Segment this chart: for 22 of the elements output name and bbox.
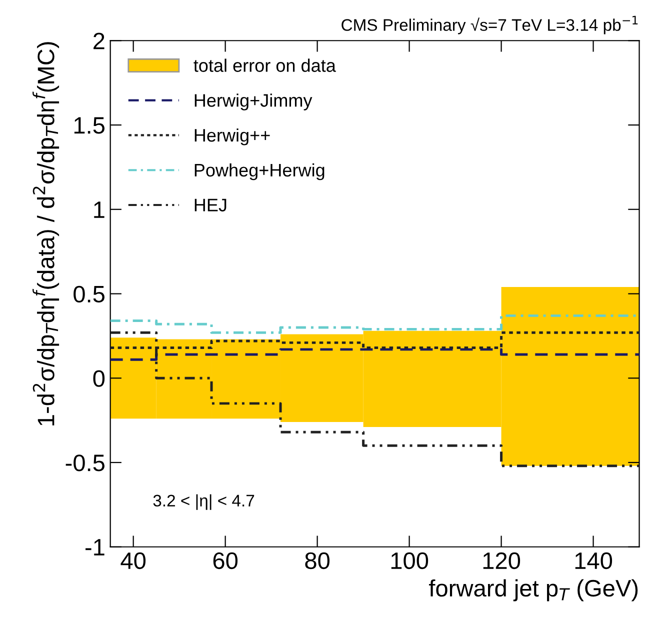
y-tick-label: 0.5 (74, 286, 104, 303)
y-tick-label: -1 (86, 539, 104, 556)
x-tick-label: 100 (391, 552, 428, 570)
x-tick-label: 80 (305, 552, 330, 570)
legend-label: HEJ (194, 198, 226, 212)
y-tick-label: 0 (93, 370, 105, 387)
legend-label: Powheg+Herwig (194, 163, 324, 180)
x-tick-label: 140 (575, 552, 612, 570)
legend-label: Herwig+Jimmy (194, 94, 312, 110)
x-tick-label: 60 (213, 552, 238, 570)
y-tick-label: 1.5 (74, 117, 104, 134)
y-tick-label: 1 (94, 202, 104, 218)
annotation: 3.2 < |η| < 4.7 (153, 494, 254, 510)
legend-label: total error on data (194, 58, 336, 72)
x-axis-title: forward jet p$_{T}$ (GeV) (428, 579, 638, 602)
text: 1-d$^{2}$σ/dp$_{T}$dη$^{f}$(data) / d$^{2}$σ/dp$_{T}$dη$^{f}$(MC) (32, 42, 60, 426)
x-tick-label: 120 (483, 552, 520, 570)
y-tick-label: 2 (94, 32, 104, 50)
y-tick-label: -0.5 (66, 454, 104, 472)
legend-label: Herwig++ (194, 128, 270, 146)
x-tick-label: 40 (120, 552, 146, 570)
chart-title: CMS Preliminary √s=7 TeV L=3.14 pb$^{−1}$ (342, 16, 638, 34)
